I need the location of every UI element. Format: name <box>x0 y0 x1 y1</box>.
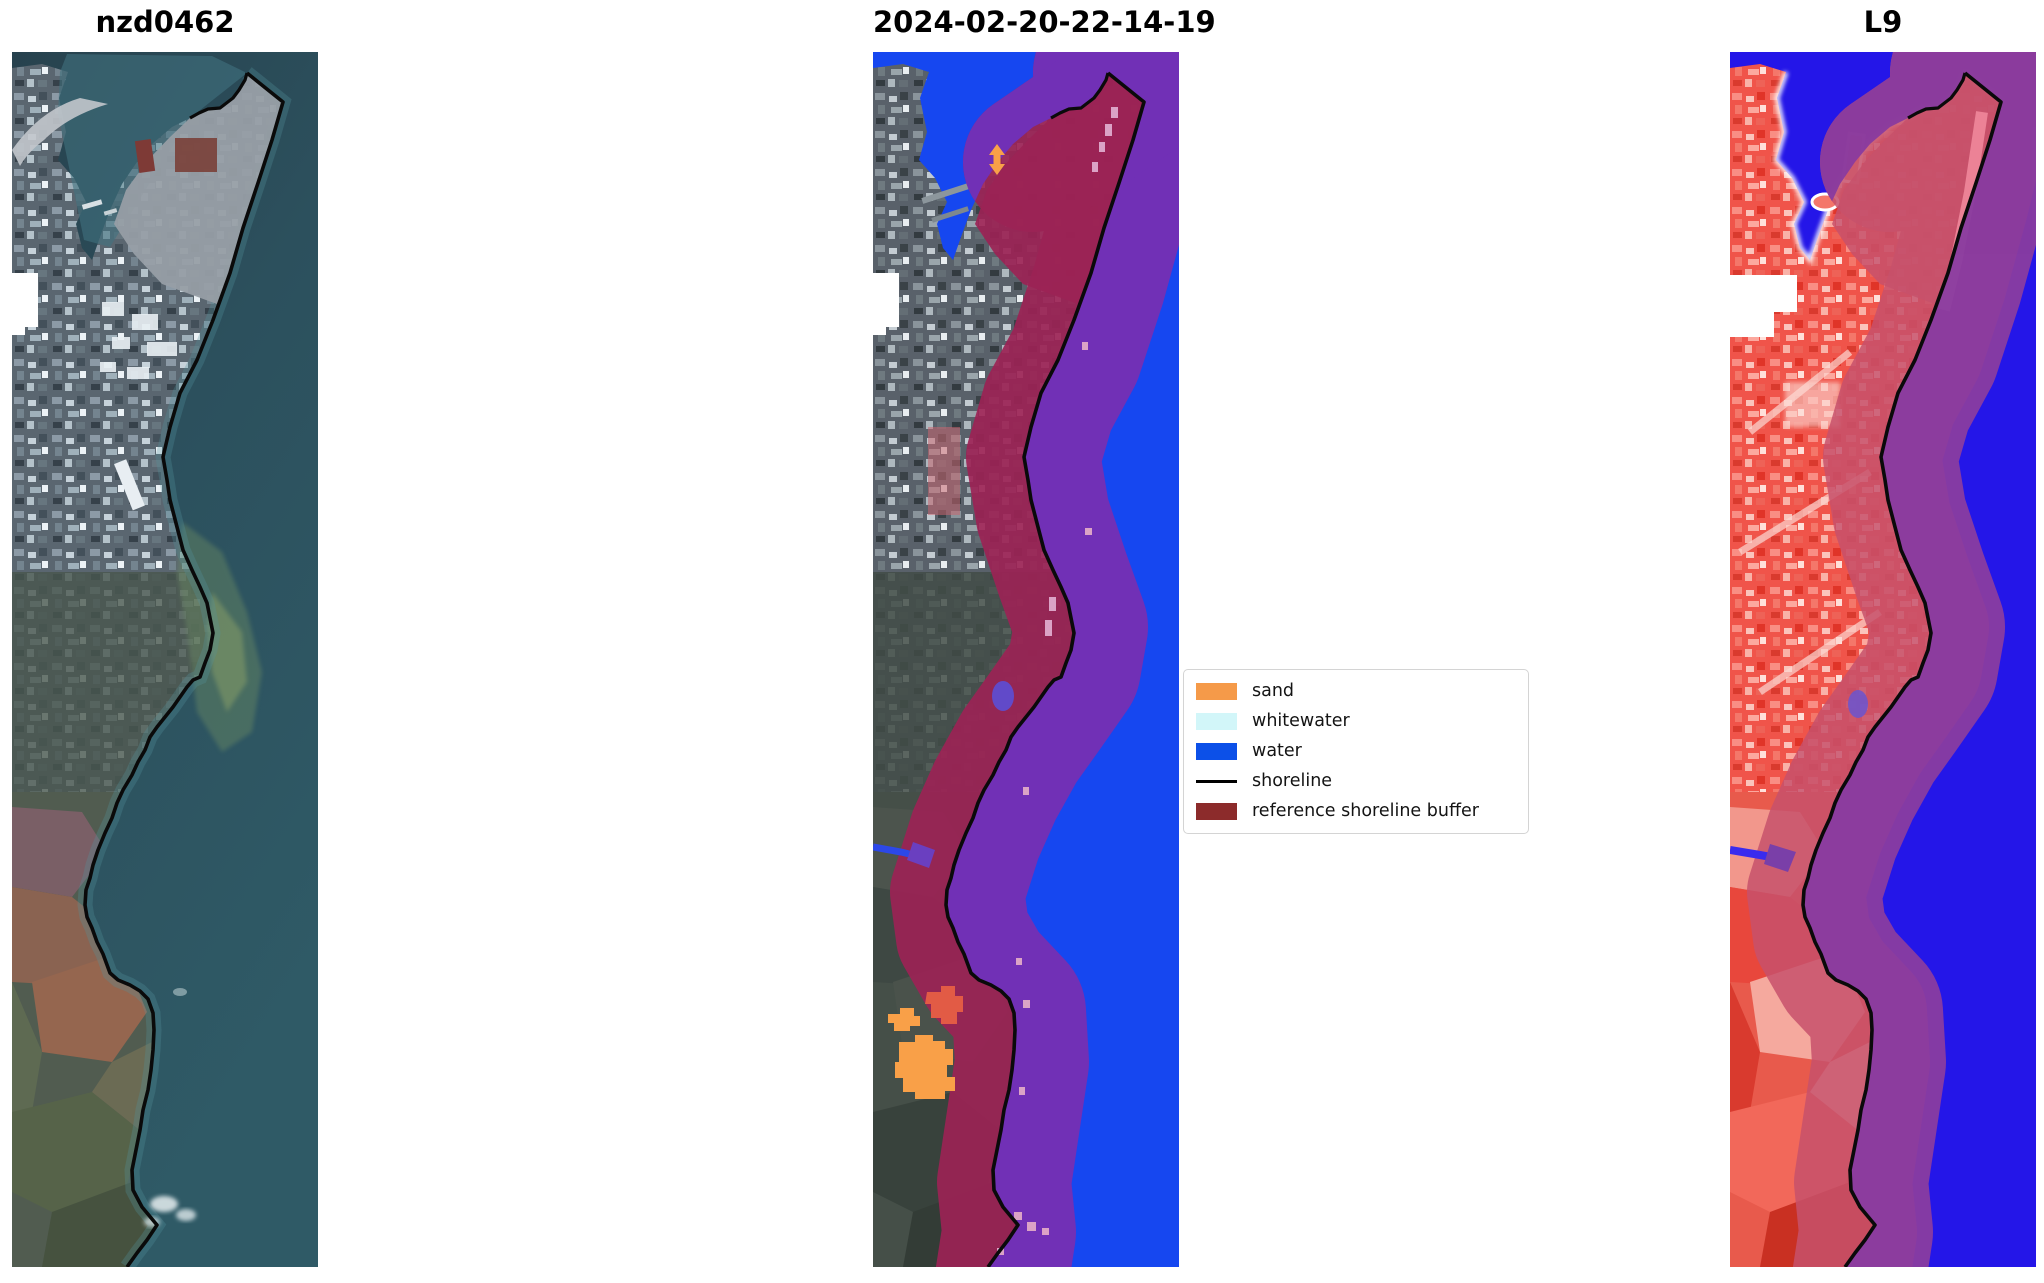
shoreline-hook <box>1050 72 1110 120</box>
sand-arrow-marker <box>989 144 1005 175</box>
lagoon <box>1848 690 1868 718</box>
whitewater-swatch-icon <box>1196 713 1237 730</box>
shoreline-line-icon <box>1196 780 1237 783</box>
panel-title-date: 2024-02-20-22-14-19 <box>873 5 1216 39</box>
panel-title-satellite: L9 <box>1863 5 1903 39</box>
shoreline-hook <box>1907 72 1967 120</box>
nodata-notch <box>1730 275 1797 337</box>
legend-item-sand: sand <box>1196 679 1516 704</box>
rgb-image-panel <box>12 52 318 1267</box>
legend-item-shoreline: shoreline <box>1196 769 1516 794</box>
log-yard <box>175 138 217 172</box>
classified-image-panel <box>873 52 1179 1267</box>
legend-item-whitewater: whitewater <box>1196 709 1516 734</box>
rgb-image <box>12 52 318 1267</box>
shoreline-hook <box>189 72 249 120</box>
legend-label: water <box>1252 740 1302 761</box>
legend: sand whitewater water shoreline referenc… <box>1183 669 1529 834</box>
shoreline-line <box>1801 71 2003 1267</box>
sand-swatch-icon <box>1196 683 1237 700</box>
legend-item-water: water <box>1196 739 1516 764</box>
harbour-spit <box>114 73 283 304</box>
water-swatch-icon <box>1196 743 1237 760</box>
shoreline-line <box>944 71 1146 1267</box>
shoreline-line <box>83 71 285 1267</box>
ship <box>134 139 156 173</box>
panel-title-sitename: nzd0462 <box>95 5 235 39</box>
legend-label: sand <box>1252 680 1295 701</box>
false-colour-image-panel <box>1730 52 2036 1267</box>
legend-label: reference shoreline buffer <box>1252 800 1479 821</box>
classified-image <box>873 52 1179 1267</box>
sand-patch-small <box>888 1008 920 1031</box>
long-building <box>114 459 145 511</box>
buffer-swatch-icon <box>1196 803 1237 820</box>
legend-item-reference-buffer: reference shoreline buffer <box>1196 799 1516 824</box>
false-colour-image <box>1730 52 2036 1267</box>
stream-pond <box>907 842 935 868</box>
ocean-water <box>12 52 318 1267</box>
stream-pond <box>1764 844 1796 872</box>
beach-arc <box>12 98 108 166</box>
legend-label: shoreline <box>1252 770 1333 791</box>
harbour-water <box>58 54 247 247</box>
sand-pixels <box>997 107 1118 1255</box>
sand-patch-large <box>895 1035 955 1099</box>
nodata-notch <box>12 273 38 335</box>
lagoon <box>992 681 1014 711</box>
legend-label: whitewater <box>1252 710 1350 731</box>
sand-red-patch <box>925 986 963 1024</box>
nodata-notch <box>873 273 899 335</box>
